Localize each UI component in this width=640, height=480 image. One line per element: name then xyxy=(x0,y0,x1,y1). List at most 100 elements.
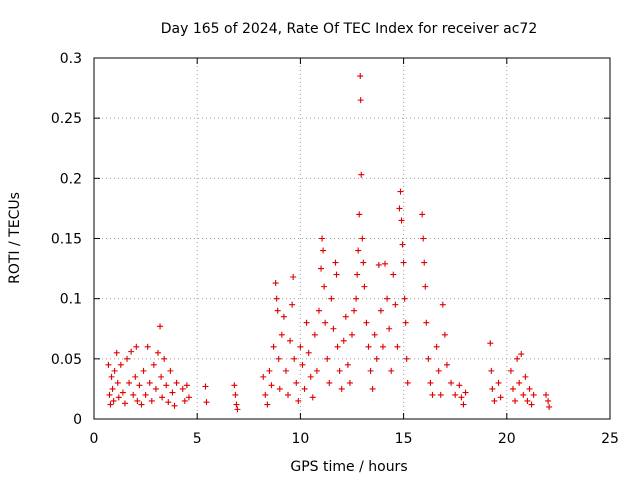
data-point xyxy=(518,351,525,358)
data-point xyxy=(111,367,118,374)
data-point xyxy=(512,397,519,404)
data-point xyxy=(433,343,440,350)
data-point xyxy=(390,271,397,278)
data-point xyxy=(379,343,386,350)
data-point xyxy=(351,307,358,314)
data-point xyxy=(148,397,155,404)
data-point xyxy=(113,349,120,356)
data-point xyxy=(363,319,370,326)
data-point xyxy=(282,367,289,374)
data-point xyxy=(356,211,363,218)
data-point xyxy=(134,397,141,404)
data-point xyxy=(165,399,172,406)
data-point xyxy=(355,247,362,254)
x-tick-label: 0 xyxy=(90,431,99,447)
data-point xyxy=(342,313,349,320)
data-point xyxy=(437,391,444,398)
data-point xyxy=(546,403,553,410)
data-point xyxy=(146,379,153,386)
data-point xyxy=(159,394,166,401)
data-point xyxy=(435,367,442,374)
data-point xyxy=(315,307,322,314)
data-point xyxy=(421,259,428,266)
data-point xyxy=(262,391,269,398)
data-point xyxy=(524,397,531,404)
data-point xyxy=(328,295,335,302)
data-point xyxy=(289,301,296,308)
data-point xyxy=(382,260,389,267)
data-point xyxy=(232,391,239,398)
data-point xyxy=(530,391,537,398)
data-point xyxy=(528,401,535,408)
data-point xyxy=(150,361,157,368)
data-point xyxy=(371,331,378,338)
data-point xyxy=(336,367,343,374)
data-point xyxy=(295,397,302,404)
data-point xyxy=(400,259,407,266)
data-point xyxy=(278,331,285,338)
data-point xyxy=(117,361,124,368)
y-tick-label: 0.15 xyxy=(51,232,82,248)
data-point xyxy=(338,385,345,392)
data-point xyxy=(321,283,328,290)
data-point xyxy=(460,401,467,408)
data-point xyxy=(126,379,133,386)
data-point xyxy=(462,389,469,396)
data-point xyxy=(334,343,341,350)
data-point xyxy=(305,349,312,356)
x-tick-label: 25 xyxy=(601,431,619,447)
data-point xyxy=(452,391,459,398)
data-point xyxy=(272,280,279,287)
data-point xyxy=(290,274,297,281)
data-point xyxy=(144,343,151,350)
data-point xyxy=(158,373,165,380)
data-point xyxy=(369,385,376,392)
data-point xyxy=(320,247,327,254)
data-point xyxy=(138,401,145,408)
x-tick-label: 10 xyxy=(291,431,309,447)
data-point xyxy=(311,331,318,338)
data-point xyxy=(326,379,333,386)
x-tick-label: 20 xyxy=(498,431,516,447)
data-point xyxy=(344,361,351,368)
data-point xyxy=(488,367,495,374)
data-point xyxy=(346,379,353,386)
data-point xyxy=(427,379,434,386)
data-point xyxy=(322,319,329,326)
data-point xyxy=(130,391,137,398)
data-point xyxy=(441,331,448,338)
data-point xyxy=(299,361,306,368)
data-point xyxy=(169,389,176,396)
data-point xyxy=(333,271,340,278)
data-point xyxy=(233,401,240,408)
data-point xyxy=(495,379,502,386)
data-point xyxy=(285,391,292,398)
data-point xyxy=(509,385,516,392)
data-points xyxy=(105,73,553,413)
data-point xyxy=(354,271,361,278)
data-point xyxy=(353,295,360,302)
data-point xyxy=(309,394,316,401)
data-point xyxy=(439,301,446,308)
data-point xyxy=(384,295,391,302)
data-point xyxy=(401,295,408,302)
data-point xyxy=(231,382,238,389)
data-point xyxy=(520,391,527,398)
data-point xyxy=(179,385,186,392)
y-tick-label: 0.1 xyxy=(60,292,82,308)
data-point xyxy=(392,301,399,308)
data-point xyxy=(173,379,180,386)
y-axis-label: ROTI / TECUs xyxy=(7,192,23,284)
data-point xyxy=(365,343,372,350)
data-point xyxy=(280,313,287,320)
data-point xyxy=(448,379,455,386)
data-point xyxy=(386,325,393,332)
data-point xyxy=(419,211,426,218)
data-point xyxy=(108,373,115,380)
data-point xyxy=(425,355,432,362)
data-point xyxy=(105,361,112,368)
data-point xyxy=(185,394,192,401)
data-point xyxy=(349,331,355,338)
data-point xyxy=(181,397,188,404)
data-point xyxy=(394,343,401,350)
